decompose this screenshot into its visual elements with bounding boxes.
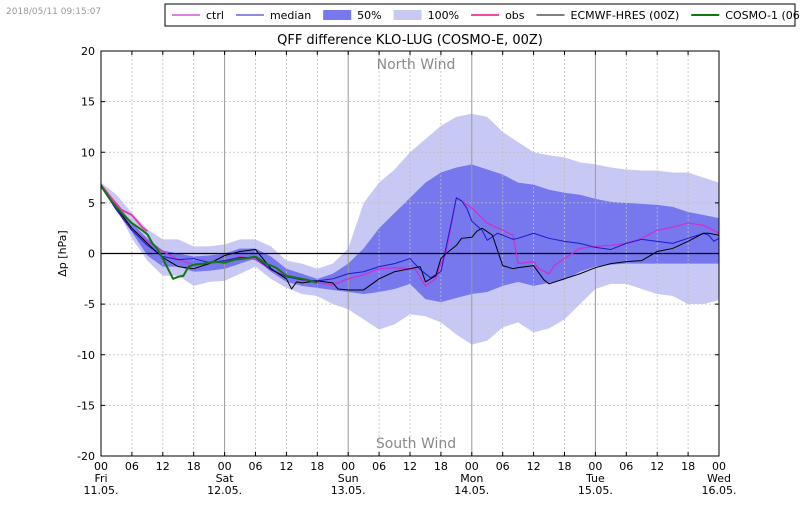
x-tick-label: 12 [650,460,664,473]
x-date-label: 12.05. [207,484,242,497]
y-axis-label: Δp [hPa] [56,230,69,276]
x-day-label: Wed [707,472,731,485]
x-tick-label: 18 [681,460,695,473]
legend-100-label: 100% [428,9,459,22]
south-wind-label: South Wind [376,436,456,452]
y-tick-label: 15 [81,96,95,109]
y-tick-label: 20 [81,45,95,58]
x-tick-label: 06 [372,460,386,473]
legend-cosmo-1-06z-label: COSMO-1 (06Z) [725,9,800,22]
x-tick-label: 06 [619,460,633,473]
x-tick-label: 18 [310,460,324,473]
x-tick-label: 18 [434,460,448,473]
legend-median-label: median [270,9,311,22]
north-wind-label: North Wind [377,57,456,73]
x-tick-label: 06 [496,460,510,473]
x-tick-label: 12 [403,460,417,473]
legend-50-label: 50% [357,9,381,22]
y-tick-label: -20 [77,450,95,463]
legend-entries: ctrl median 50% 100% obs ECMWF-HRES (00Z) COSM… [172,9,800,22]
x-date-label: 14.05. [454,484,489,497]
x-tick-label: 00 [465,460,479,473]
x-day-label: Sat [216,472,235,485]
x-tick-label: 00 [588,460,602,473]
legend-obs-label: obs [505,9,525,22]
y-tick-label: 5 [88,197,95,210]
legend-100-swatch [393,10,422,20]
x-day-label: Fri [94,472,107,485]
series-cosmo-1-06z [100,185,318,284]
y-tick-label: -5 [84,298,95,311]
series-median [100,186,720,282]
x-tick-label: 00 [94,460,108,473]
x-day-label: Sun [338,472,359,485]
timestamp: 2018/05/11 09:15:07 [6,7,102,17]
legend-ecmwf-hres-00z-label: ECMWF-HRES (00Z) [571,9,680,22]
x-tick-label: 12 [156,460,170,473]
chart-title: QFF difference KLO-LUG (COSMO-E, 00Z) [277,33,543,48]
x-day-label: Tue [585,472,605,485]
y-tick-label: 10 [81,146,95,159]
x-tick-label: 18 [558,460,572,473]
y-tick-label: 0 [88,248,95,261]
x-date-label: 11.05. [84,484,119,497]
x-date-label: 16.05. [702,484,737,497]
x-date-label: 13.05. [331,484,366,497]
x-tick-label: 00 [712,460,726,473]
y-tick-label: -15 [77,399,95,412]
x-tick-label: 12 [279,460,293,473]
series-layer [100,184,720,291]
series-obs [100,184,148,232]
x-day-label: Mon [460,472,483,485]
y-tick-label: -10 [77,349,95,362]
legend-50-swatch [323,10,352,20]
x-tick-label: 12 [527,460,541,473]
x-tick-label: 06 [249,460,263,473]
x-tick-label: 00 [341,460,355,473]
x-date-label: 15.05. [578,484,613,497]
legend: ctrl median 50% 100% obs ECMWF-HRES (00Z) COSM… [164,3,800,27]
x-tick-label: 18 [187,460,201,473]
series-ecmwf-hres-00z [100,185,720,291]
x-tick-label: 00 [218,460,232,473]
legend-ctrl-label: ctrl [206,9,224,22]
x-tick-label: 06 [125,460,139,473]
